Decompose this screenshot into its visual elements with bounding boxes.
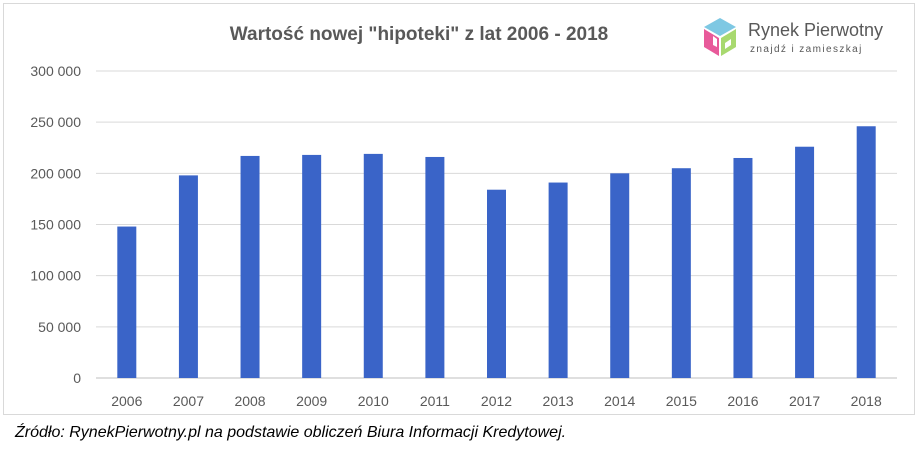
x-tick-label: 2006 bbox=[111, 393, 142, 409]
bar-2016 bbox=[733, 157, 753, 378]
logo-tagline: znajdź i zamieszkaj bbox=[750, 44, 863, 55]
bar-2013 bbox=[548, 182, 568, 378]
bar-2012 bbox=[487, 189, 506, 378]
x-tick-label: 2009 bbox=[296, 393, 327, 409]
bar-2015 bbox=[671, 168, 691, 378]
bar-chart: 0 50 000 100 000 150 000 200 000 250 000 300 0… bbox=[30, 63, 897, 409]
bar-2006 bbox=[117, 226, 137, 378]
y-tick-label: 250 000 bbox=[30, 114, 81, 130]
y-tick-label: 100 000 bbox=[30, 268, 81, 284]
x-tick-label: 2012 bbox=[481, 393, 512, 409]
y-tick-label: 150 000 bbox=[30, 217, 81, 233]
bar-2009 bbox=[302, 154, 322, 378]
x-tick-label: 2008 bbox=[234, 393, 265, 409]
x-tick-label: 2016 bbox=[727, 393, 758, 409]
x-tick-label: 2014 bbox=[604, 393, 635, 409]
x-tick-label: 2011 bbox=[420, 393, 450, 409]
y-tick-label: 200 000 bbox=[30, 165, 81, 181]
bar-2011 bbox=[425, 156, 445, 378]
y-tick-label: 300 000 bbox=[30, 63, 81, 79]
x-tick-label: 2015 bbox=[666, 393, 697, 409]
chart-title: Wartość nowej "hipoteki" z lat 2006 - 20… bbox=[229, 24, 609, 45]
bar-2017 bbox=[795, 146, 815, 378]
x-tick-label: 2017 bbox=[789, 393, 820, 409]
x-tick-label: 2018 bbox=[851, 393, 882, 409]
y-tick-label: 50 000 bbox=[38, 319, 81, 335]
house-logo-icon bbox=[704, 18, 736, 56]
chart-frame: Wartość nowej "hipoteki" z lat 2006 - 20… bbox=[3, 3, 915, 415]
bar-2008 bbox=[240, 155, 260, 378]
bar-2010 bbox=[363, 153, 383, 378]
y-tick-label: 0 bbox=[73, 370, 81, 386]
source-note: Źródło: RynekPierwotny.pl na podstawie o… bbox=[15, 424, 567, 441]
x-tick-label: 2007 bbox=[173, 393, 204, 409]
brand-logo: Rynek Pierwotny znajdź i zamieszkaj bbox=[700, 16, 900, 62]
x-tick-label: 2013 bbox=[543, 393, 574, 409]
x-tick-label: 2010 bbox=[358, 393, 389, 409]
bar-2014 bbox=[610, 173, 630, 378]
logo-name: Rynek Pierwotny bbox=[748, 20, 884, 40]
bar-2007 bbox=[178, 175, 198, 378]
bar-2018 bbox=[856, 126, 876, 378]
